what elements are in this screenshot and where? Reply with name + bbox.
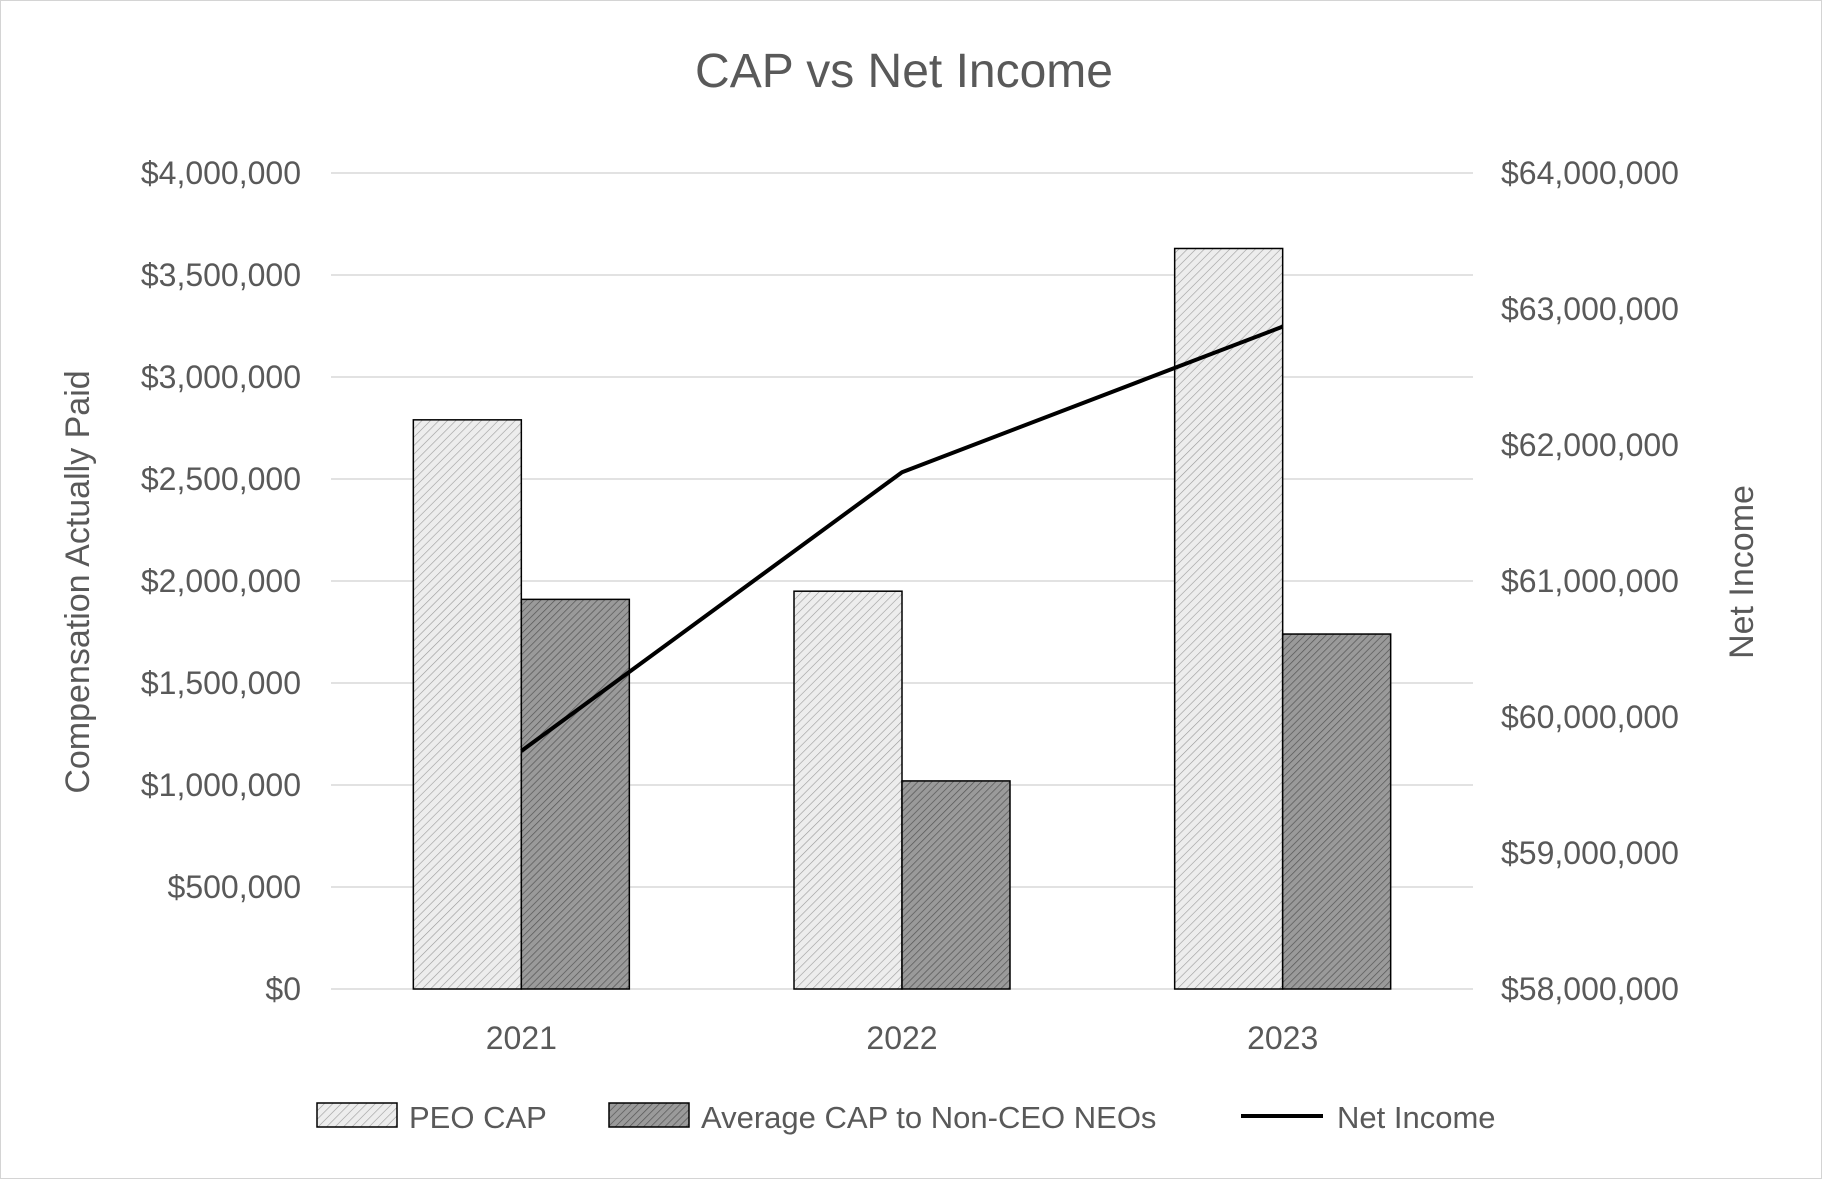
y-tick-label: $2,000,000 (141, 563, 301, 599)
y-tick-label: $3,000,000 (141, 359, 301, 395)
y-axis-title: Compensation Actually Paid (59, 370, 97, 793)
line-net-income (520, 324, 1284, 753)
bar-peo-cap-2022 (793, 590, 903, 990)
y2-tick-label: $64,000,000 (1501, 155, 1679, 191)
y2-tick-label: $63,000,000 (1501, 291, 1679, 327)
bar-peo-cap-2023 (1173, 247, 1284, 990)
y-tick-label: $3,500,000 (141, 257, 301, 293)
bar-peo-cap-2021 (412, 419, 523, 990)
x-tick-label: 2022 (866, 1020, 937, 1056)
y2-tick-label: $58,000,000 (1501, 971, 1679, 1007)
chart-title: CAP vs Net Income (695, 45, 1113, 98)
bar-average-cap-to-non-ceo-neos-2022 (901, 780, 1011, 990)
y-tick-label: $4,000,000 (141, 155, 301, 191)
y-tick-label: $1,500,000 (141, 665, 301, 701)
y2-axis-title: Net Income (1723, 485, 1761, 659)
bar-average-cap-to-non-ceo-neos-2021 (520, 598, 631, 990)
y2-tick-label: $61,000,000 (1501, 563, 1679, 599)
legend: PEO CAP Average CAP to Non-CEO NEOs Net … (316, 1100, 1496, 1135)
x-tick-label: 2023 (1247, 1020, 1318, 1056)
y2-tick-label: $60,000,000 (1501, 699, 1679, 735)
bar-average-cap-to-non-ceo-neos-2023 (1281, 633, 1392, 990)
x-tick-label: 2021 (486, 1020, 557, 1056)
y-tick-label: $0 (265, 971, 301, 1007)
y-tick-label: $500,000 (168, 869, 301, 905)
y2-tick-label: $59,000,000 (1501, 835, 1679, 871)
y-tick-label: $2,500,000 (141, 461, 301, 497)
legend-label-net-income: Net Income (1337, 1100, 1496, 1135)
y2-tick-label: $62,000,000 (1501, 427, 1679, 463)
legend-swatch-peo-cap (316, 1102, 398, 1128)
legend-swatch-average-cap (608, 1102, 690, 1128)
legend-label-peo-cap: PEO CAP (409, 1100, 547, 1135)
y-tick-label: $1,000,000 (141, 767, 301, 803)
legend-label-average-cap: Average CAP to Non-CEO NEOs (701, 1100, 1156, 1135)
